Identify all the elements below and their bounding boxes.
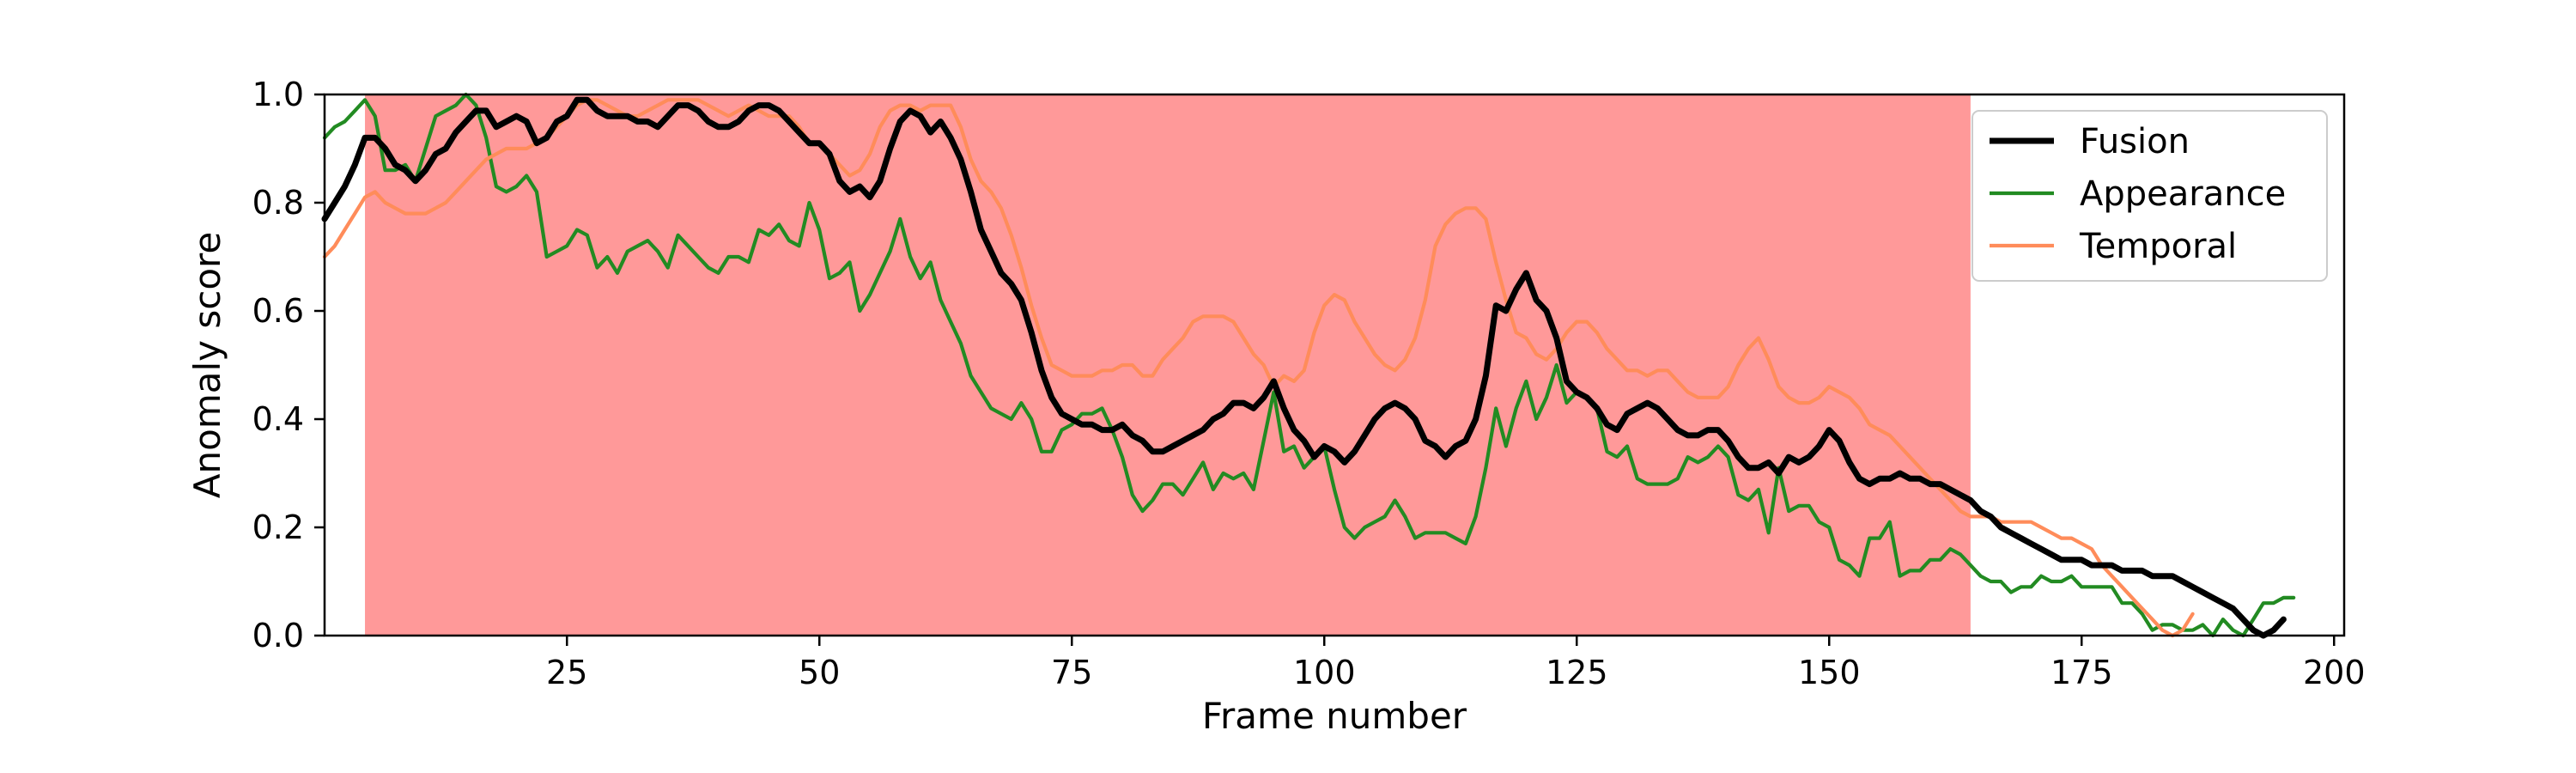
y-tick-label: 0.6 [252,292,304,330]
series-line-appearance [322,92,2296,638]
legend: Fusion Appearance Temporal [1971,110,2328,282]
series-line-temporal [322,98,2195,638]
plot-frame [323,93,2346,637]
x-tick-label: 150 [1798,654,1861,691]
y-tick-label: 0.8 [252,184,304,222]
y-tick-label: 1.0 [252,76,304,113]
x-tick-label: 50 [799,654,840,691]
x-tick-label: 25 [546,654,587,691]
y-axis-label: Anomaly score [186,232,228,498]
series-line-fusion [321,96,2287,639]
x-tick-label: 100 [1293,654,1356,691]
legend-box [1971,110,2328,282]
x-axis: 25 50 75 100 125 150 175 200 [546,636,2366,691]
plot-lines [321,92,2296,639]
x-axis-label: Frame number [1202,695,1467,737]
y-tick-label: 0.2 [252,508,304,546]
legend-label-appearance: Appearance [2080,174,2286,214]
y-tick-label: 0.4 [252,400,304,438]
shaded-span [365,94,1971,636]
y-axis: 0.0 0.2 0.4 0.6 0.8 1.0 [252,76,325,654]
x-tick-label: 75 [1051,654,1092,691]
legend-label-fusion: Fusion [2080,122,2190,161]
anomaly-shaded-region [365,94,1971,636]
x-tick-label: 200 [2303,654,2366,691]
legend-label-temporal: Temporal [2079,227,2237,266]
x-tick-label: 175 [2050,654,2113,691]
x-tick-label: 125 [1546,654,1608,691]
y-tick-label: 0.0 [252,617,304,654]
